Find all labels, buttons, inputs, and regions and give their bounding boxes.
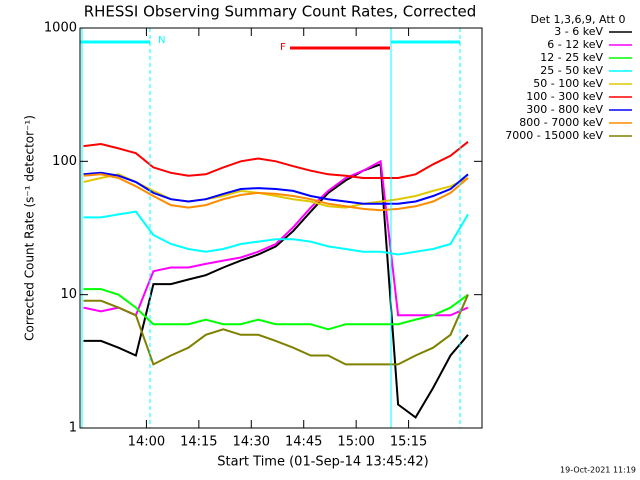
- x-axis-label: Start Time (01-Sep-14 13:45:42): [217, 455, 428, 470]
- series-line: [83, 159, 469, 317]
- legend-label: 7000 - 15000 keV: [505, 129, 603, 142]
- legend-label: 300 - 800 keV: [526, 103, 603, 116]
- x-tick-label: 14:15: [180, 435, 217, 450]
- series-line: [83, 210, 469, 256]
- y-axis-label: Corrected Count Rate (s⁻¹ detector⁻¹): [23, 115, 37, 341]
- legend-title: Det 1,3,6,9, Att 0: [531, 13, 626, 26]
- legend-label: 100 - 300 keV: [526, 90, 603, 103]
- legend-label: 50 - 100 keV: [533, 77, 603, 90]
- footer: 19-Oct-2021 11:19: [560, 466, 636, 475]
- series-line: [83, 141, 469, 179]
- series-line: [83, 162, 469, 419]
- x-tick-label: 14:45: [285, 435, 322, 450]
- x-tick-label: 14:00: [128, 435, 165, 450]
- x-tick-label: 14:30: [233, 435, 270, 450]
- series-line: [83, 294, 469, 366]
- plot-frame: [79, 27, 483, 429]
- y-tick-label: 10: [60, 287, 77, 302]
- y-tick-label: 1: [69, 421, 77, 436]
- legend-label: 25 - 50 keV: [540, 64, 603, 77]
- annotation: N: [158, 35, 165, 46]
- y-tick-label: 1000: [44, 21, 77, 36]
- legend-label: 6 - 12 keV: [547, 38, 603, 51]
- plot-area: [83, 141, 469, 419]
- legend-label: 12 - 25 keV: [540, 51, 603, 64]
- y-tick-label: 100: [52, 154, 77, 169]
- series-line: [83, 173, 469, 212]
- series-line: [83, 288, 469, 331]
- x-tick-label: 15:15: [390, 435, 427, 450]
- chart-title: RHESSI Observing Summary Count Rates, Co…: [84, 3, 477, 21]
- legend-label: 3 - 6 keV: [554, 25, 603, 38]
- series-line: [83, 173, 469, 209]
- annotation: F: [280, 42, 286, 53]
- series-line: [83, 171, 469, 205]
- x-tick-label: 15:00: [337, 435, 374, 450]
- legend-label: 800 - 7000 keV: [519, 116, 603, 129]
